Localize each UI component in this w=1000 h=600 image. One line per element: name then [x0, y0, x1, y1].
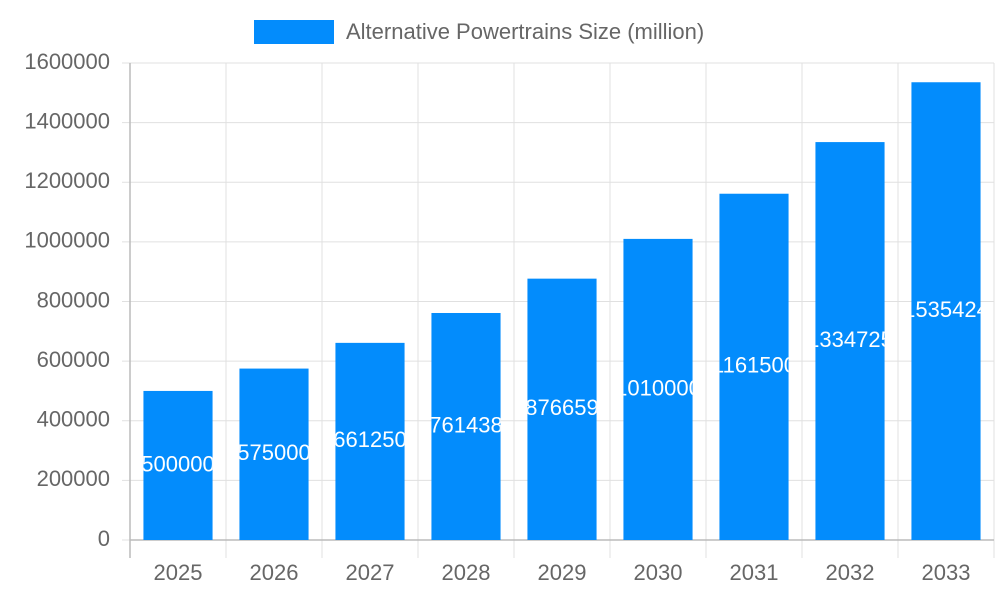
bar	[527, 278, 597, 540]
data-label: 500000	[141, 451, 214, 476]
y-tick-label: 200000	[37, 466, 110, 491]
x-tick-label: 2029	[538, 560, 587, 585]
y-tick-label: 1000000	[24, 228, 110, 253]
x-tick-label: 2028	[442, 560, 491, 585]
y-tick-label: 1400000	[24, 108, 110, 133]
bar	[143, 390, 213, 540]
data-label: 661250	[333, 427, 406, 452]
bar	[911, 82, 981, 541]
data-label: 1535424	[903, 297, 989, 322]
data-label: 1334725	[807, 327, 893, 352]
x-tick-label: 2026	[250, 560, 299, 585]
y-tick-label: 800000	[37, 287, 110, 312]
y-tick-label: 1600000	[24, 49, 110, 74]
legend-swatch	[254, 20, 334, 44]
x-tick-label: 2033	[922, 560, 971, 585]
bar	[719, 193, 789, 540]
y-tick-label: 0	[98, 526, 110, 551]
bar	[431, 312, 501, 540]
x-tick-label: 2031	[730, 560, 779, 585]
data-label: 761438	[429, 412, 502, 437]
data-label: 575000	[237, 440, 310, 465]
data-label: 876659	[525, 395, 598, 420]
y-tick-label: 400000	[37, 407, 110, 432]
bar	[335, 342, 405, 540]
legend-label: Alternative Powertrains Size (million)	[346, 19, 704, 44]
x-tick-label: 2030	[634, 560, 683, 585]
x-tick-label: 2027	[346, 560, 395, 585]
data-label: 1010000	[615, 375, 701, 400]
y-tick-label: 1200000	[24, 168, 110, 193]
bar	[623, 238, 693, 541]
y-tick-label: 600000	[37, 347, 110, 372]
bar	[815, 142, 885, 540]
x-tick-label: 2025	[154, 560, 203, 585]
bar	[239, 368, 309, 540]
data-label: 1161500	[712, 353, 796, 378]
x-tick-label: 2032	[826, 560, 875, 585]
